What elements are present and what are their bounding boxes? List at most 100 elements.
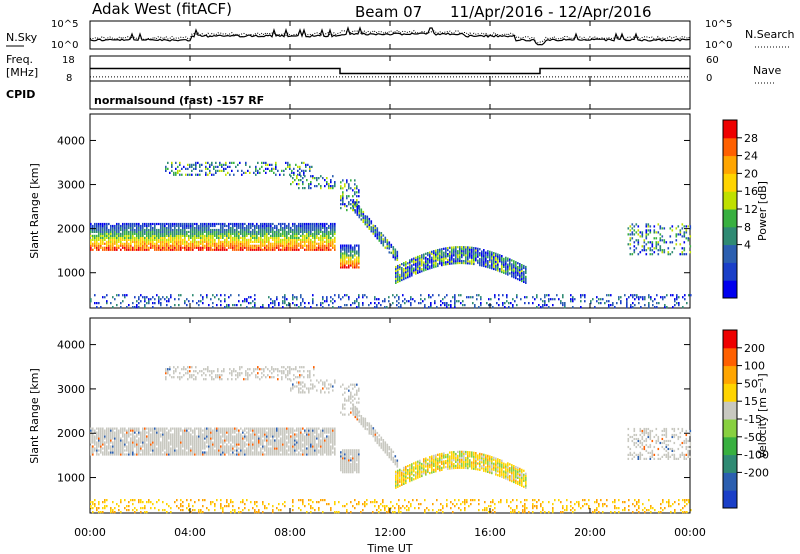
echo-cell xyxy=(354,244,356,247)
echo-cell xyxy=(100,449,102,452)
echo-cell xyxy=(192,242,194,245)
echo-cell xyxy=(312,302,314,305)
echo-cell xyxy=(212,234,214,237)
echo-cell xyxy=(334,431,336,434)
echo-cell xyxy=(208,242,210,245)
echo-cell xyxy=(272,445,274,448)
echo-cell xyxy=(232,226,234,230)
echo-cell xyxy=(154,224,156,228)
echo-cell xyxy=(245,163,247,166)
echo-cell xyxy=(204,228,206,232)
echo-cell xyxy=(631,233,634,236)
echo-cell xyxy=(332,445,334,448)
echo-cell xyxy=(334,222,336,226)
echo-cell xyxy=(326,435,328,438)
echo-cell xyxy=(525,271,527,274)
echo-cell xyxy=(168,222,170,226)
echo-cell xyxy=(308,443,310,446)
echo-cell xyxy=(175,167,177,170)
echo-cell xyxy=(250,230,252,233)
echo-cell xyxy=(190,439,192,442)
echo-cell xyxy=(340,250,342,253)
echo-cell xyxy=(348,266,350,269)
echo-cell xyxy=(316,451,318,454)
echo-cell xyxy=(473,247,475,250)
echo-cell xyxy=(154,449,156,452)
echo-cell xyxy=(190,443,192,446)
echo-cell xyxy=(292,435,294,438)
echo-cell xyxy=(519,265,521,268)
echo-cell xyxy=(332,439,334,442)
echo-cell xyxy=(644,304,646,307)
echo-cell xyxy=(170,433,172,436)
echo-cell xyxy=(509,272,511,275)
echo-cell xyxy=(282,447,284,450)
echo-cell xyxy=(293,167,295,170)
echo-cell xyxy=(502,294,504,297)
echo-cell xyxy=(352,246,354,249)
echo-cell xyxy=(503,269,505,272)
echo-cell xyxy=(94,429,96,432)
echo-cell xyxy=(196,232,198,235)
echo-cell xyxy=(168,445,170,448)
echo-cell xyxy=(334,441,336,444)
echo-cell xyxy=(110,435,112,438)
echo-cell xyxy=(272,230,274,233)
echo-cell xyxy=(200,435,202,438)
echo-cell xyxy=(118,447,120,450)
echo-cell xyxy=(136,439,138,442)
echo-cell xyxy=(301,161,303,164)
echo-cell xyxy=(292,244,294,247)
echo-cell xyxy=(505,272,507,275)
echo-cell xyxy=(328,183,330,186)
echo-cell xyxy=(166,240,168,243)
echo-cell xyxy=(256,445,258,448)
echo-cell xyxy=(198,230,200,233)
echo-cell xyxy=(156,437,158,440)
echo-cell xyxy=(296,439,298,442)
echo-cell xyxy=(308,441,310,444)
echo-cell xyxy=(258,431,260,434)
echo-cell xyxy=(439,260,441,263)
echo-cell xyxy=(256,248,258,251)
echo-cell xyxy=(507,267,509,270)
echo-cell xyxy=(618,296,620,299)
echo-cell xyxy=(496,302,498,305)
echo-cell xyxy=(120,443,122,446)
echo-cell xyxy=(308,435,310,438)
echo-cell xyxy=(178,234,180,237)
echo-cell xyxy=(148,236,150,239)
echo-cell xyxy=(300,179,302,182)
echo-cell xyxy=(322,222,324,226)
echo-cell xyxy=(236,246,238,249)
echo-cell xyxy=(104,246,106,249)
echo-cell xyxy=(346,246,348,249)
echo-cell xyxy=(266,240,268,243)
echo-cell xyxy=(306,179,308,182)
echo-cell xyxy=(142,226,144,230)
echo-cell xyxy=(297,173,299,176)
echo-cell xyxy=(382,300,384,303)
echo-cell xyxy=(580,306,582,309)
echo-cell xyxy=(296,296,298,299)
echo-cell xyxy=(154,433,156,436)
echo-cell xyxy=(218,242,220,245)
echo-cell xyxy=(364,219,367,222)
echo-cell xyxy=(320,439,322,442)
echo-cell xyxy=(651,241,654,244)
echo-cell xyxy=(322,246,324,249)
echo-cell xyxy=(681,253,684,256)
echo-cell xyxy=(286,431,288,434)
echo-cell xyxy=(92,435,94,438)
echo-cell xyxy=(284,238,286,241)
echo-cell xyxy=(242,431,244,434)
echo-cell xyxy=(128,222,130,226)
echo-cell xyxy=(200,429,202,432)
echo-cell xyxy=(314,224,316,228)
echo-cell xyxy=(118,435,120,438)
echo-cell xyxy=(641,249,644,252)
echo-cell xyxy=(136,429,138,432)
echo-cell xyxy=(481,264,483,267)
echo-cell xyxy=(364,215,367,218)
echo-cell xyxy=(224,300,226,303)
